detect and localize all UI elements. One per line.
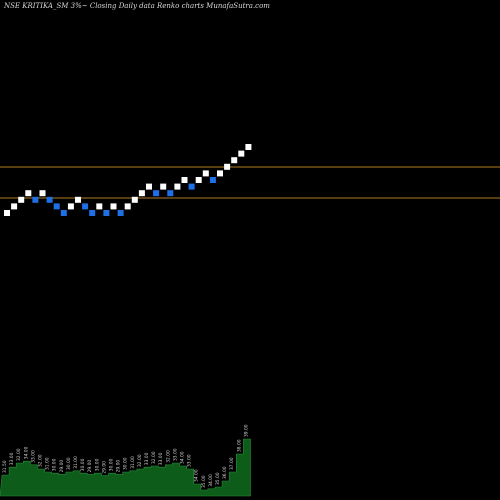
volume-label: 30.00	[66, 457, 72, 470]
volume-label: 37.00	[229, 457, 235, 470]
volume-label: 33.00	[9, 452, 15, 465]
volume-label: 32.00	[151, 451, 157, 464]
volume-label: 29.00	[59, 460, 65, 473]
renko-brick-up	[124, 203, 131, 210]
chart-header: NSE KRITIKA_SM 3%~ Closing Daily data Re…	[4, 2, 270, 10]
renko-brick-down	[188, 183, 195, 190]
renko-brick-up	[231, 157, 238, 164]
chart-description: ~ Closing Daily data Renko charts Munafa…	[81, 2, 270, 10]
volume-label: 34.00	[180, 451, 186, 464]
renko-brick-up	[195, 177, 202, 183]
renko-brick-down	[89, 210, 96, 216]
chart-symbol: NSE KRITIKA_SM 3%	[4, 2, 82, 10]
renko-brick-up	[202, 170, 209, 177]
renko-brick-down	[82, 203, 89, 210]
volume-label: 32.00	[137, 454, 143, 467]
volume-label: 38.00	[236, 439, 242, 452]
renko-brick-up	[138, 190, 145, 197]
volume-label: 30.00	[94, 458, 100, 471]
volume-label: 34.00	[23, 446, 29, 459]
renko-brick-down	[209, 177, 216, 183]
renko-brick-up	[146, 183, 152, 190]
renko-brick-up	[224, 163, 231, 170]
renko-brick-up	[174, 183, 181, 190]
volume-label: 30.00	[123, 457, 129, 470]
volume-label: 29.00	[87, 460, 93, 473]
volume-label: 29.00	[101, 461, 107, 474]
volume-label: 33.00	[158, 452, 164, 465]
renko-brick-up	[131, 196, 138, 203]
renko-brick-down	[167, 190, 174, 197]
renko-brick-down	[103, 210, 110, 216]
renko-brick-down	[46, 196, 53, 203]
volume-label: 39.00	[243, 424, 249, 437]
renko-brick-up	[4, 210, 10, 216]
volume-label: 33.00	[172, 448, 178, 461]
renko-brick-up	[39, 190, 46, 197]
volume-label: 33.00	[144, 452, 150, 465]
renko-brick-up	[160, 183, 167, 190]
renko-brick-up	[67, 203, 74, 210]
volume-label: 29.00	[116, 460, 122, 473]
volume-label: 31.50	[2, 460, 8, 473]
renko-brick-up	[245, 144, 252, 150]
renko-brick-up	[18, 196, 25, 203]
volume-label: 30.00	[52, 458, 58, 471]
volume-label: 31.00	[45, 457, 51, 470]
volume-label: 33.00	[187, 454, 193, 467]
renko-brick-down	[53, 203, 60, 210]
volume-label: 34.00	[208, 474, 214, 487]
volume-label: 35.00	[201, 475, 207, 488]
renko-brick-up	[11, 203, 18, 210]
renko-brick-up	[110, 203, 117, 210]
volume-label: 35.00	[215, 472, 221, 485]
renko-brick-up	[96, 203, 103, 210]
renko-brick-down	[60, 210, 67, 216]
volume-label: 31.00	[130, 456, 136, 469]
renko-brick-up	[25, 190, 32, 197]
volume-label: 30.00	[80, 458, 86, 471]
volume-label: 32.00	[165, 450, 171, 463]
volume-label: 32.00	[38, 454, 44, 467]
renko-brick-up	[75, 196, 81, 203]
volume-label: 34.00	[194, 469, 200, 482]
renko-brick-down	[117, 210, 124, 216]
volume-area	[0, 438, 251, 497]
volume-label: 33.00	[30, 450, 36, 463]
renko-brick-up	[181, 177, 188, 183]
volume-label: 36.00	[222, 466, 228, 479]
renko-brick-down	[32, 196, 39, 203]
volume-label: 30.00	[109, 458, 115, 471]
volume-label: 31.00	[73, 456, 79, 469]
renko-brick-up	[217, 170, 223, 177]
renko-brick-up	[238, 150, 245, 157]
volume-label: 32.00	[16, 448, 22, 461]
renko-brick-down	[153, 190, 160, 197]
